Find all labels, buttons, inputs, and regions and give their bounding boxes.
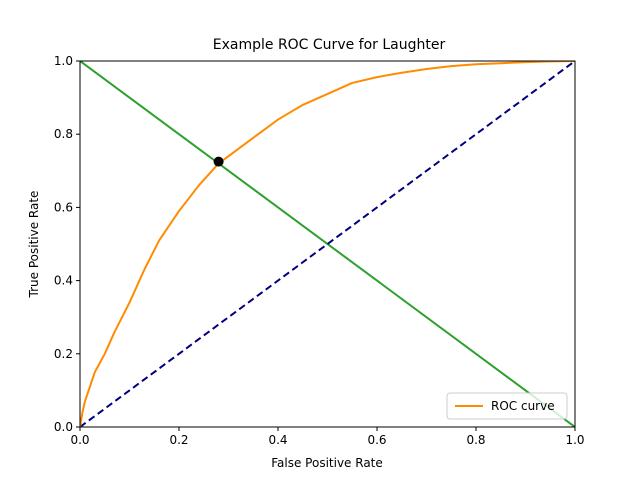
plot-frame <box>79 60 576 428</box>
legend: ROC curve <box>446 392 568 420</box>
threshold-diagonal-line <box>80 61 575 427</box>
x-axis-label: False Positive Rate <box>271 456 383 470</box>
y-axis-label: True Positive Rate <box>27 191 41 299</box>
x-tick-label: 1.0 <box>565 433 584 447</box>
y-tick-label: 0.6 <box>54 200 73 214</box>
chance-diagonal-line <box>80 61 575 427</box>
x-tick-label: 0.6 <box>367 433 386 447</box>
x-tick-label: 0.8 <box>466 433 485 447</box>
chart-title: Example ROC Curve for Laughter <box>213 37 446 53</box>
legend-box <box>446 392 568 420</box>
y-tick-label: 1.0 <box>54 54 73 68</box>
x-tick-label: 0.4 <box>268 433 287 447</box>
x-tick-label: 0.0 <box>70 433 89 447</box>
y-tick-label: 0.2 <box>54 347 73 361</box>
y-tick-label: 0.0 <box>54 420 73 434</box>
roc-curve-line <box>80 61 575 427</box>
legend-label: ROC curve <box>491 399 555 413</box>
optimal-threshold-point <box>213 156 224 167</box>
x-tick-label: 0.2 <box>169 433 188 447</box>
y-tick-label: 0.8 <box>54 127 73 141</box>
y-tick-label: 0.4 <box>54 274 73 288</box>
